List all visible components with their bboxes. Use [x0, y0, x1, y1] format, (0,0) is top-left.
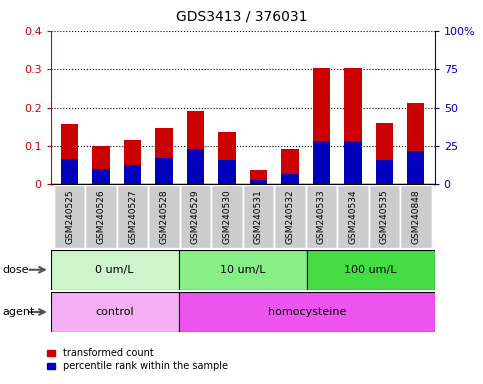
Bar: [407, 151, 425, 184]
FancyBboxPatch shape: [179, 292, 435, 332]
FancyBboxPatch shape: [307, 250, 435, 290]
Text: agent: agent: [2, 307, 35, 317]
Bar: [250, 170, 267, 184]
Text: 100 um/L: 100 um/L: [344, 265, 397, 275]
Bar: [218, 160, 236, 184]
Bar: [344, 141, 361, 184]
Legend: transformed count, percentile rank within the sample: transformed count, percentile rank withi…: [43, 344, 232, 375]
Bar: [376, 123, 393, 184]
Bar: [218, 132, 236, 184]
Bar: [376, 160, 393, 184]
Bar: [156, 128, 173, 184]
Bar: [313, 141, 330, 184]
FancyBboxPatch shape: [179, 250, 307, 290]
FancyBboxPatch shape: [51, 250, 179, 290]
Text: GSM240525: GSM240525: [65, 189, 74, 244]
Text: homocysteine: homocysteine: [268, 307, 346, 317]
Text: GSM240527: GSM240527: [128, 189, 137, 244]
FancyBboxPatch shape: [117, 185, 148, 248]
FancyBboxPatch shape: [54, 185, 85, 248]
Text: GSM240530: GSM240530: [223, 189, 231, 244]
Text: GSM240533: GSM240533: [317, 189, 326, 244]
Bar: [92, 169, 110, 184]
Bar: [407, 103, 425, 184]
Text: 10 um/L: 10 um/L: [220, 265, 266, 275]
Bar: [92, 146, 110, 184]
FancyBboxPatch shape: [274, 185, 306, 248]
Text: GSM240848: GSM240848: [412, 189, 420, 244]
Text: GSM240526: GSM240526: [97, 189, 106, 244]
FancyBboxPatch shape: [85, 185, 117, 248]
Text: control: control: [96, 307, 134, 317]
Text: GSM240532: GSM240532: [285, 189, 295, 244]
Text: 0 um/L: 0 um/L: [96, 265, 134, 275]
Text: GSM240528: GSM240528: [159, 189, 169, 244]
Bar: [156, 158, 173, 184]
FancyBboxPatch shape: [51, 292, 179, 332]
FancyBboxPatch shape: [243, 185, 274, 248]
Text: GSM240529: GSM240529: [191, 189, 200, 244]
Bar: [344, 68, 361, 184]
Bar: [187, 111, 204, 184]
Bar: [187, 149, 204, 184]
FancyBboxPatch shape: [306, 185, 337, 248]
Text: GSM240531: GSM240531: [254, 189, 263, 244]
Text: dose: dose: [2, 265, 29, 275]
Bar: [250, 180, 267, 184]
Bar: [61, 159, 78, 184]
FancyBboxPatch shape: [180, 185, 211, 248]
FancyBboxPatch shape: [211, 185, 243, 248]
Bar: [281, 149, 298, 184]
FancyBboxPatch shape: [400, 185, 431, 248]
Text: GSM240535: GSM240535: [380, 189, 389, 244]
Bar: [61, 124, 78, 184]
FancyBboxPatch shape: [337, 185, 369, 248]
Bar: [124, 165, 141, 184]
Bar: [281, 174, 298, 184]
Bar: [313, 68, 330, 184]
FancyBboxPatch shape: [369, 185, 400, 248]
FancyBboxPatch shape: [148, 185, 180, 248]
Text: GSM240534: GSM240534: [348, 189, 357, 244]
Text: GDS3413 / 376031: GDS3413 / 376031: [176, 10, 307, 23]
Bar: [124, 140, 141, 184]
